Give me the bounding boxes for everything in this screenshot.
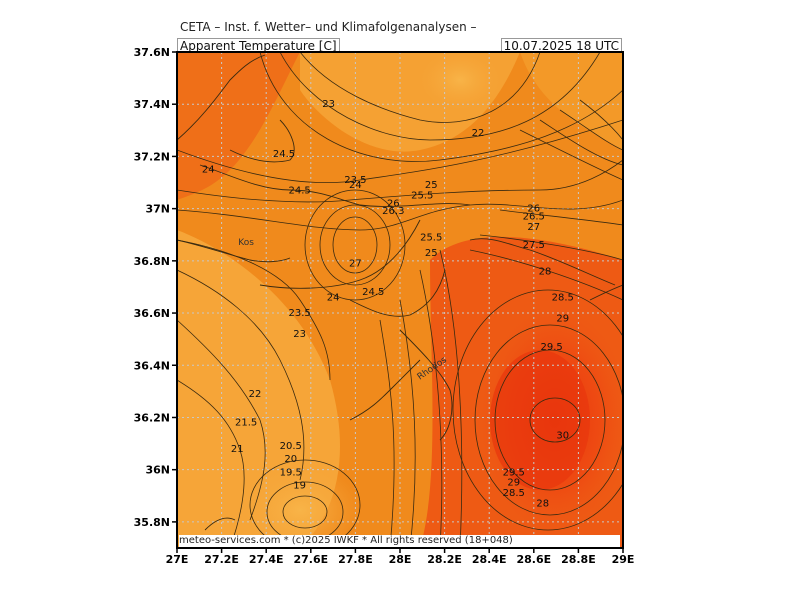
contour-label: 28	[539, 266, 552, 277]
contour-label: 20.5	[280, 441, 302, 452]
contour-label: 29	[556, 313, 569, 324]
y-tick-label: 35.8N	[134, 516, 170, 529]
contour-label: 28	[536, 499, 549, 510]
y-tick-label: 37.2N	[134, 150, 170, 163]
y-tick-label: 36.6N	[134, 307, 170, 320]
contour-label: 21.5	[235, 418, 257, 429]
isotherm-contours	[177, 52, 623, 548]
y-tick-label: 37.4N	[134, 98, 170, 111]
x-tick-label: 27.4E	[249, 553, 284, 566]
contour-label: 27	[349, 258, 362, 269]
x-tick-label: 27.2E	[204, 553, 239, 566]
x-tick-label: 27.8E	[338, 553, 373, 566]
contour-label: 28.5	[503, 488, 525, 499]
contour-label: 25.5	[411, 191, 433, 202]
x-tick-label: 27E	[166, 553, 189, 566]
x-tick-label: 27.6E	[293, 553, 328, 566]
contour-label: 26	[387, 198, 400, 209]
y-tick-label: 36.2N	[134, 411, 170, 424]
contour-label: 24	[327, 292, 340, 303]
x-tick-label: 28.6E	[516, 553, 551, 566]
contour-label: 28.5	[552, 292, 574, 303]
y-tick-label: 36.8N	[134, 255, 170, 268]
contour-label: 26	[527, 204, 540, 215]
x-tick-label: 28E	[389, 553, 412, 566]
contour-label: 29	[507, 478, 520, 489]
x-tick-label: 28.4E	[472, 553, 507, 566]
contour-label: 25	[425, 180, 438, 191]
x-tick-label: 29E	[612, 553, 635, 566]
contour-label: 22	[472, 128, 485, 139]
contour-label: 27	[527, 222, 540, 233]
x-tick-label: 28.2E	[427, 553, 462, 566]
contour-label: 24.5	[289, 185, 311, 196]
contour-label: 30	[556, 431, 569, 442]
place-label-kos: Kos	[238, 238, 254, 248]
contour-label: 19	[293, 480, 306, 491]
latitude-axis: 37.6N 37.4N 37.2N 37N 36.8N 36.6N 36.4N 36.2N 36…	[134, 46, 177, 529]
contour-label: 19.5	[280, 467, 302, 478]
contour-label: 29.5	[541, 342, 563, 353]
contour-label: 21	[231, 444, 244, 455]
contour-label: 24.5	[273, 149, 295, 160]
y-tick-label: 37N	[145, 203, 170, 216]
longitude-axis: 27E 27.2E 27.4E 27.6E 27.8E 28E 28.2E 28.4E 28.6…	[166, 548, 635, 566]
contour-label: 25	[425, 248, 438, 259]
y-tick-label: 36N	[145, 464, 170, 477]
contour-label: 20	[284, 454, 297, 465]
contour-label: 29.5	[503, 467, 525, 478]
y-tick-label: 36.4N	[134, 359, 170, 372]
parameter-label: Apparent Temperature [C]	[177, 38, 340, 54]
y-tick-label: 37.6N	[134, 46, 170, 59]
contour-label: 25.5	[420, 232, 442, 243]
contour-label: 26.3	[382, 206, 404, 217]
contour-label: 22	[249, 389, 262, 400]
contour-label: 23	[322, 99, 335, 110]
contour-label: 26.5	[523, 211, 545, 222]
contour-label: 24	[349, 180, 362, 191]
contour-label: 24.5	[362, 287, 384, 298]
valid-time-label: 10.07.2025 18 UTC	[500, 38, 622, 54]
contour-label: 27.5	[523, 240, 545, 251]
credit-footer: meteo-services.com * (c)2025 IWKF * All …	[179, 535, 620, 547]
contour-label: 23.5	[289, 308, 311, 319]
x-tick-label: 28.8E	[561, 553, 596, 566]
contour-label: 23.5	[344, 175, 366, 186]
contour-label: 24	[202, 164, 215, 175]
coastlines	[177, 54, 623, 531]
chart-organization: CETA – Inst. f. Wetter– und Klimafolgena…	[180, 20, 477, 34]
contour-label: 23	[293, 329, 306, 340]
